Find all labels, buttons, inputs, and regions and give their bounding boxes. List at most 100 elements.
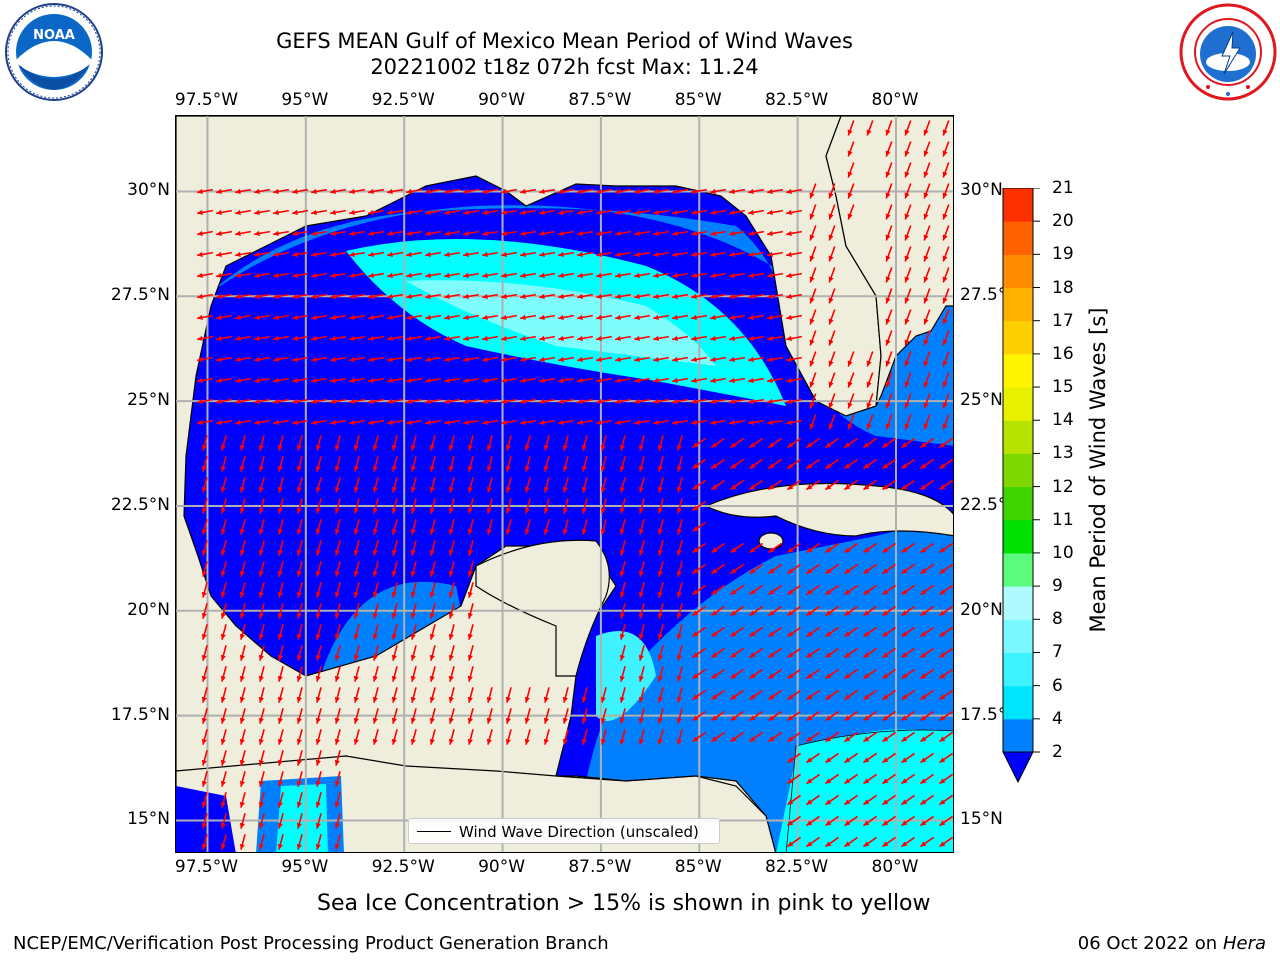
wave-arrow	[258, 666, 265, 682]
wave-arrow	[767, 689, 783, 701]
wave-arrow	[201, 792, 208, 808]
wave-arrow	[481, 293, 499, 300]
wave-arrow	[747, 398, 765, 405]
wave-arrow	[785, 419, 803, 426]
wave-arrow	[215, 314, 233, 321]
wave-arrow	[391, 456, 398, 472]
wave-arrow	[429, 456, 436, 472]
wave-arrow	[633, 377, 651, 384]
lon-tick-top: 82.5°W	[765, 90, 829, 110]
wave-arrow	[923, 351, 931, 367]
wave-arrow	[315, 750, 322, 766]
wave-arrow	[334, 498, 341, 514]
wave-arrow	[843, 542, 859, 554]
wave-arrow	[538, 272, 556, 279]
wave-arrow	[919, 563, 935, 575]
wave-arrow	[900, 836, 916, 848]
wave-arrow	[538, 398, 556, 405]
wave-arrow	[277, 477, 284, 493]
wave-arrow	[391, 498, 398, 514]
wave-arrow	[557, 398, 575, 405]
wave-arrow	[258, 456, 265, 472]
wave-arrow	[805, 731, 821, 743]
wave-arrow	[429, 708, 436, 724]
wave-arrow	[253, 251, 271, 258]
wave-arrow	[310, 209, 328, 216]
wave-arrow	[253, 209, 271, 216]
wave-arrow	[729, 605, 745, 617]
wave-arrow	[277, 771, 284, 787]
wave-arrow	[196, 272, 214, 279]
wave-arrow	[196, 251, 214, 258]
wave-arrow	[386, 335, 404, 342]
colorbar-tick-label: 20	[1052, 211, 1074, 232]
wave-arrow	[942, 330, 950, 346]
wave-arrow	[239, 645, 246, 661]
wave-arrow	[500, 398, 518, 405]
wave-arrow	[595, 251, 613, 258]
wave-arrow	[828, 414, 836, 430]
wave-arrow	[315, 582, 322, 598]
wave-arrow	[709, 356, 727, 363]
wave-arrow	[843, 689, 859, 701]
wave-arrow	[748, 647, 764, 659]
wave-arrow	[372, 519, 379, 535]
wave-arrow	[748, 563, 764, 575]
wave-arrow	[729, 437, 745, 449]
wave-arrow	[234, 293, 252, 300]
wave-arrow	[277, 582, 284, 598]
wave-arrow	[405, 356, 423, 363]
wave-arrow	[500, 419, 518, 426]
wave-arrow	[201, 729, 208, 745]
wave-arrow	[847, 183, 855, 199]
wave-arrow	[904, 141, 912, 157]
wave-arrow	[657, 498, 664, 514]
wave-arrow	[429, 666, 436, 682]
wave-arrow	[923, 414, 931, 430]
wave-arrow	[462, 335, 480, 342]
wave-arrow	[657, 687, 664, 703]
wave-arrow	[843, 647, 859, 659]
wave-arrow	[923, 288, 931, 304]
wave-arrow	[824, 731, 840, 743]
wave-arrow	[424, 272, 442, 279]
wave-arrow	[429, 603, 436, 619]
wave-arrow	[786, 479, 802, 491]
lat-tick-left: 22.5°N	[110, 494, 170, 515]
wave-arrow	[938, 563, 953, 575]
wave-arrow	[843, 626, 859, 638]
wave-arrow	[862, 815, 878, 827]
wave-arrow	[310, 335, 328, 342]
wave-arrow	[900, 689, 916, 701]
wave-arrow	[747, 356, 765, 363]
land-yucatan	[475, 539, 610, 677]
wave-arrow	[405, 419, 423, 426]
wave-arrow	[258, 750, 265, 766]
wave-arrow	[410, 477, 417, 493]
wave-arrow	[904, 393, 912, 409]
wave-arrow	[885, 309, 893, 325]
wave-arrow	[691, 542, 707, 554]
wave-arrow	[938, 794, 953, 806]
wave-arrow	[405, 293, 423, 300]
wave-arrow	[866, 414, 874, 430]
wave-arrow	[372, 456, 379, 472]
wave-arrow	[904, 309, 912, 325]
wave-arrow	[748, 710, 764, 722]
wave-arrow	[767, 479, 783, 491]
wave-arrow	[767, 542, 783, 554]
wave-arrow	[938, 710, 953, 722]
wave-arrow	[391, 603, 398, 619]
wave-arrow	[486, 708, 493, 724]
wave-arrow	[258, 561, 265, 577]
wave-arrow	[885, 267, 893, 283]
wave-arrow	[258, 687, 265, 703]
wave-arrow	[410, 435, 417, 451]
wave-arrow	[710, 584, 726, 596]
wave-arrow	[353, 666, 360, 682]
wave-arrow	[410, 624, 417, 640]
wave-arrow	[691, 626, 707, 638]
wave-arrow	[348, 377, 366, 384]
wave-arrow	[353, 645, 360, 661]
wave-arrow	[557, 251, 575, 258]
